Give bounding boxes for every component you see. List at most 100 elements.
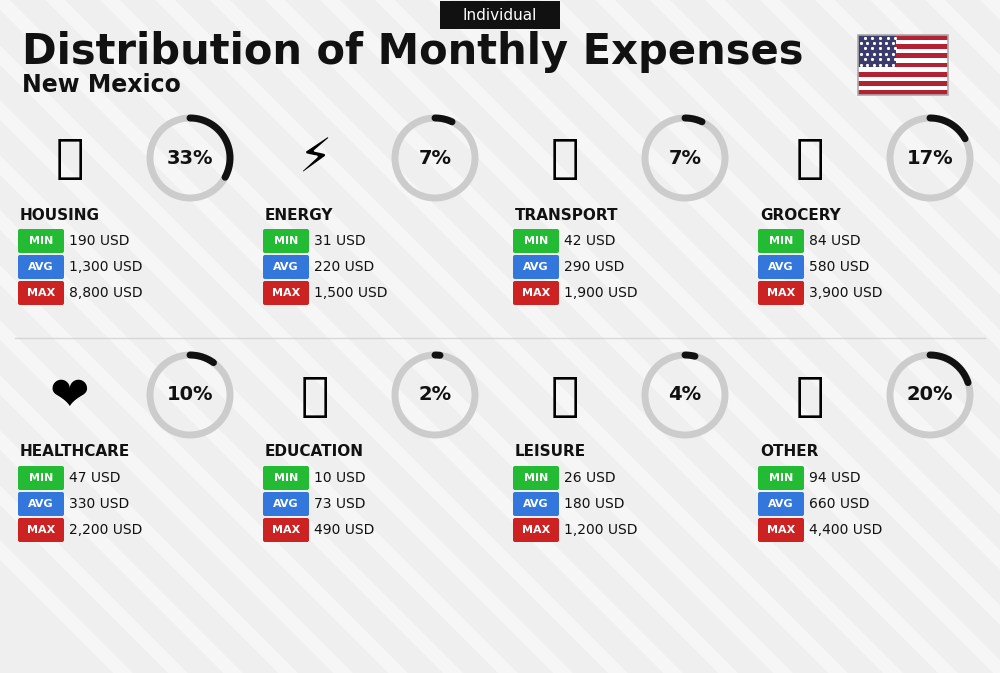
Text: 47 USD: 47 USD bbox=[69, 471, 120, 485]
FancyBboxPatch shape bbox=[263, 229, 309, 253]
Text: 🛒: 🛒 bbox=[796, 137, 824, 182]
FancyBboxPatch shape bbox=[263, 466, 309, 490]
Text: MIN: MIN bbox=[769, 473, 793, 483]
Text: GROCERY: GROCERY bbox=[760, 207, 841, 223]
FancyBboxPatch shape bbox=[18, 255, 64, 279]
Text: 580 USD: 580 USD bbox=[809, 260, 869, 274]
Text: AVG: AVG bbox=[523, 262, 549, 272]
Text: 🛍️: 🛍️ bbox=[551, 374, 579, 419]
FancyBboxPatch shape bbox=[263, 255, 309, 279]
Text: MAX: MAX bbox=[272, 525, 300, 535]
Text: 290 USD: 290 USD bbox=[564, 260, 624, 274]
Text: MAX: MAX bbox=[767, 288, 795, 298]
Text: 17%: 17% bbox=[907, 149, 953, 168]
FancyBboxPatch shape bbox=[263, 518, 309, 542]
Text: 4%: 4% bbox=[668, 386, 702, 404]
Text: 1,900 USD: 1,900 USD bbox=[564, 286, 638, 300]
Text: LEISURE: LEISURE bbox=[515, 444, 586, 460]
Text: 🏢: 🏢 bbox=[56, 137, 84, 182]
Text: 31 USD: 31 USD bbox=[314, 234, 366, 248]
FancyBboxPatch shape bbox=[858, 63, 948, 67]
FancyBboxPatch shape bbox=[513, 466, 559, 490]
Text: MAX: MAX bbox=[272, 288, 300, 298]
FancyBboxPatch shape bbox=[18, 229, 64, 253]
FancyBboxPatch shape bbox=[263, 281, 309, 305]
FancyBboxPatch shape bbox=[858, 58, 948, 63]
FancyBboxPatch shape bbox=[758, 255, 804, 279]
FancyBboxPatch shape bbox=[858, 35, 896, 67]
Text: AVG: AVG bbox=[28, 499, 54, 509]
Text: MIN: MIN bbox=[29, 236, 53, 246]
FancyBboxPatch shape bbox=[513, 492, 559, 516]
Text: 190 USD: 190 USD bbox=[69, 234, 130, 248]
Text: 33%: 33% bbox=[167, 149, 213, 168]
Text: 94 USD: 94 USD bbox=[809, 471, 861, 485]
Text: 7%: 7% bbox=[418, 149, 452, 168]
Text: AVG: AVG bbox=[768, 499, 794, 509]
FancyBboxPatch shape bbox=[758, 518, 804, 542]
Text: MIN: MIN bbox=[274, 236, 298, 246]
Text: 20%: 20% bbox=[907, 386, 953, 404]
Text: ENERGY: ENERGY bbox=[265, 207, 334, 223]
Text: 330 USD: 330 USD bbox=[69, 497, 129, 511]
Text: 1,500 USD: 1,500 USD bbox=[314, 286, 388, 300]
FancyBboxPatch shape bbox=[858, 49, 948, 53]
Text: 660 USD: 660 USD bbox=[809, 497, 870, 511]
Text: 4,400 USD: 4,400 USD bbox=[809, 523, 882, 537]
Text: TRANSPORT: TRANSPORT bbox=[515, 207, 618, 223]
Text: 180 USD: 180 USD bbox=[564, 497, 624, 511]
Text: 10 USD: 10 USD bbox=[314, 471, 366, 485]
Text: AVG: AVG bbox=[28, 262, 54, 272]
Text: MIN: MIN bbox=[769, 236, 793, 246]
Text: ⚡: ⚡ bbox=[298, 137, 332, 182]
Text: 💰: 💰 bbox=[796, 374, 824, 419]
FancyBboxPatch shape bbox=[758, 492, 804, 516]
Text: 7%: 7% bbox=[668, 149, 702, 168]
Text: 2,200 USD: 2,200 USD bbox=[69, 523, 142, 537]
FancyBboxPatch shape bbox=[18, 281, 64, 305]
FancyBboxPatch shape bbox=[858, 35, 948, 40]
Text: 490 USD: 490 USD bbox=[314, 523, 374, 537]
Text: 220 USD: 220 USD bbox=[314, 260, 374, 274]
FancyBboxPatch shape bbox=[513, 255, 559, 279]
Text: Individual: Individual bbox=[463, 7, 537, 22]
FancyBboxPatch shape bbox=[858, 72, 948, 77]
Text: OTHER: OTHER bbox=[760, 444, 818, 460]
Text: AVG: AVG bbox=[768, 262, 794, 272]
FancyBboxPatch shape bbox=[858, 40, 948, 44]
Text: 26 USD: 26 USD bbox=[564, 471, 616, 485]
FancyBboxPatch shape bbox=[858, 44, 948, 49]
FancyBboxPatch shape bbox=[18, 466, 64, 490]
Text: EDUCATION: EDUCATION bbox=[265, 444, 364, 460]
FancyBboxPatch shape bbox=[758, 281, 804, 305]
Text: 🚌: 🚌 bbox=[551, 137, 579, 182]
FancyBboxPatch shape bbox=[18, 518, 64, 542]
Text: MIN: MIN bbox=[524, 473, 548, 483]
FancyBboxPatch shape bbox=[858, 53, 948, 58]
FancyBboxPatch shape bbox=[513, 518, 559, 542]
Text: 2%: 2% bbox=[418, 386, 452, 404]
Text: MAX: MAX bbox=[522, 288, 550, 298]
Text: 73 USD: 73 USD bbox=[314, 497, 366, 511]
Text: 1,300 USD: 1,300 USD bbox=[69, 260, 143, 274]
Text: New Mexico: New Mexico bbox=[22, 73, 181, 97]
Text: MIN: MIN bbox=[29, 473, 53, 483]
Text: 8,800 USD: 8,800 USD bbox=[69, 286, 143, 300]
Text: HEALTHCARE: HEALTHCARE bbox=[20, 444, 130, 460]
FancyBboxPatch shape bbox=[858, 77, 948, 81]
Text: 3,900 USD: 3,900 USD bbox=[809, 286, 883, 300]
FancyBboxPatch shape bbox=[263, 492, 309, 516]
Text: MIN: MIN bbox=[274, 473, 298, 483]
Text: 10%: 10% bbox=[167, 386, 213, 404]
Text: 🎓: 🎓 bbox=[301, 374, 329, 419]
Text: 1,200 USD: 1,200 USD bbox=[564, 523, 638, 537]
FancyBboxPatch shape bbox=[858, 90, 948, 95]
Text: ❤️: ❤️ bbox=[50, 374, 90, 419]
Text: MAX: MAX bbox=[27, 288, 55, 298]
Text: 42 USD: 42 USD bbox=[564, 234, 616, 248]
Text: Distribution of Monthly Expenses: Distribution of Monthly Expenses bbox=[22, 31, 804, 73]
FancyBboxPatch shape bbox=[440, 1, 560, 29]
FancyBboxPatch shape bbox=[18, 492, 64, 516]
Text: AVG: AVG bbox=[273, 499, 299, 509]
Text: HOUSING: HOUSING bbox=[20, 207, 100, 223]
